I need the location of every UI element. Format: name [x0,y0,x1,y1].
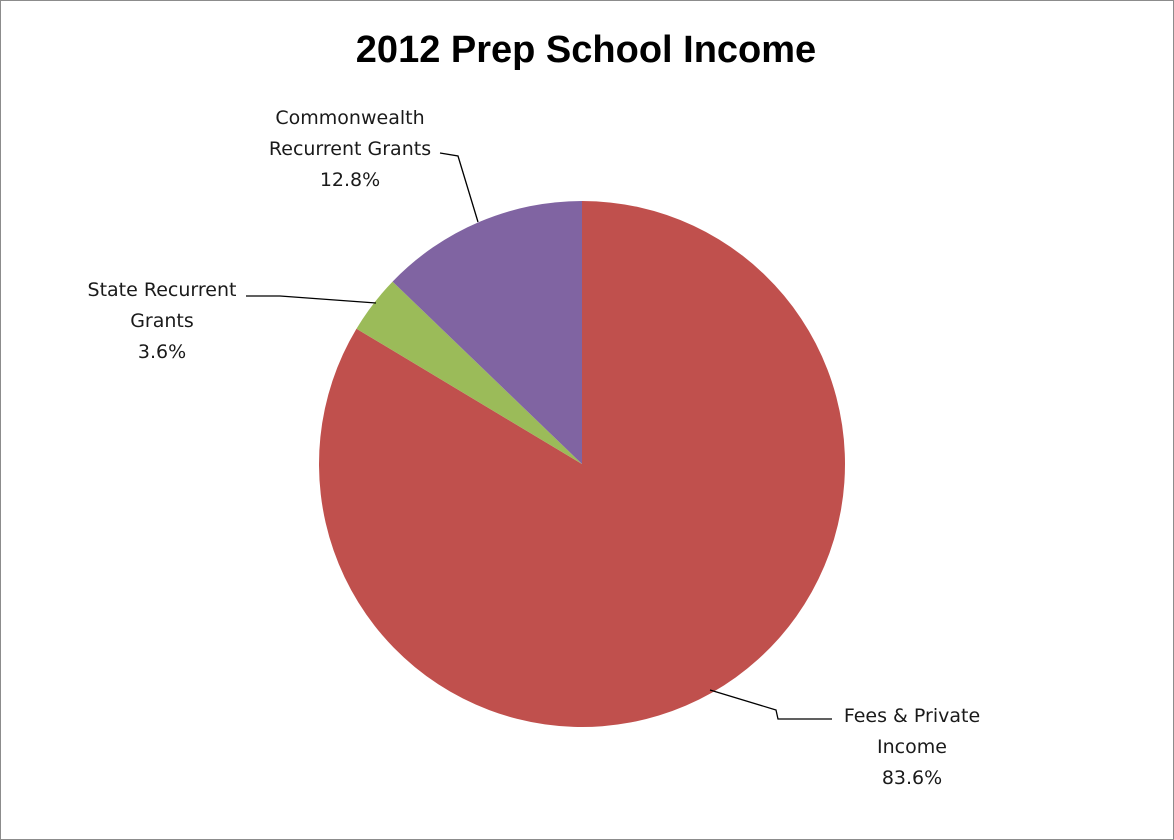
data-label-category: Recurrent Grants [269,138,431,160]
leader-line [439,152,479,223]
data-label: Fees & Private Income 83.6% [844,705,980,789]
data-label: State Recurrent Grants 3.6% [88,279,237,363]
data-label: Commonwealth Recurrent Grants 12.8% [269,107,431,191]
data-label-value: 83.6% [882,767,942,789]
pie-slice-state-recurrent-grants [356,281,582,464]
data-label-category: State Recurrent [88,279,237,301]
pie-slice-fees-private-income [318,201,845,727]
data-label-category: Commonwealth [275,107,424,129]
data-label-category: Grants [130,310,194,332]
data-label-category: Income [877,736,947,758]
data-labels: Fees & Private Income 83.6% State Recurrent… [88,107,981,789]
chart-title: 2012 Prep School Income [356,29,816,71]
pie-slices [318,201,845,727]
leader-line [246,295,377,304]
leader-lines [246,152,832,720]
data-label-category: Fees & Private [844,705,980,727]
data-label-value: 3.6% [138,341,186,363]
data-label-value: 12.8% [320,169,380,191]
leader-line [709,689,832,720]
pie-slice-commonwealth-recurrent-grants [392,201,582,464]
